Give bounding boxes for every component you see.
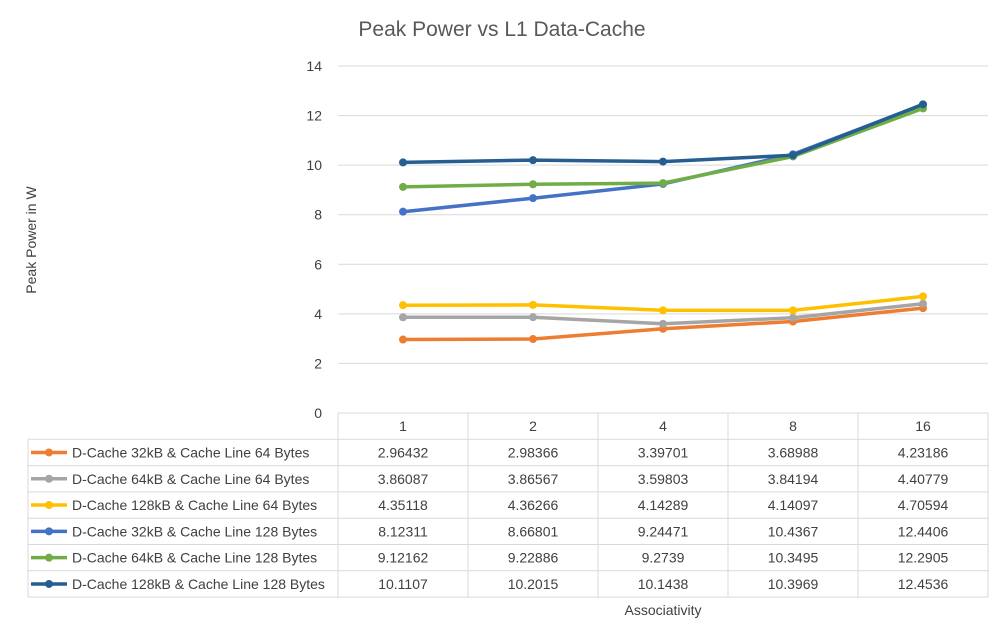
- x-tick-label: 8: [789, 418, 797, 434]
- series-2: [399, 299, 927, 328]
- data-point: [919, 292, 927, 301]
- data-point: [789, 313, 797, 322]
- y-tick-label: 0: [314, 405, 322, 421]
- y-tick-label: 14: [306, 58, 322, 74]
- y-tick-label: 10: [306, 157, 322, 173]
- data-label: 12.4536: [898, 576, 949, 592]
- legend-label: D-Cache 32kB & Cache Line 128 Bytes: [72, 523, 317, 539]
- series-6: [399, 100, 927, 167]
- data-label: 12.4406: [898, 523, 949, 539]
- data-point: [529, 313, 537, 322]
- series-5: [399, 104, 927, 191]
- legend-label: D-Cache 64kB & Cache Line 128 Bytes: [72, 550, 317, 566]
- data-table: 1 2 4 8 16 D-Cache 32kB & Cache Line 64 Bytes…: [27, 412, 989, 598]
- data-point: [919, 100, 927, 109]
- data-point: [529, 335, 537, 344]
- y-tick-label: 8: [314, 207, 322, 223]
- data-label: 10.2015: [508, 576, 559, 592]
- y-tick-label: 4: [314, 306, 322, 322]
- data-label: 2.96432: [378, 444, 429, 460]
- data-point: [399, 313, 407, 322]
- legend-key-marker: [45, 553, 53, 562]
- data-point: [399, 182, 407, 191]
- data-label: 3.59803: [638, 471, 689, 487]
- legend-key-marker: [45, 527, 53, 536]
- chart-title: Peak Power vs L1 Data-Cache: [358, 18, 645, 41]
- legend-label: D-Cache 64kB & Cache Line 64 Bytes: [72, 471, 309, 487]
- data-point: [659, 179, 667, 188]
- x-tick-label: 1: [399, 418, 407, 434]
- data-label: 4.35118: [378, 497, 428, 513]
- x-tick-label: 16: [915, 418, 931, 434]
- data-label: 10.1438: [638, 576, 689, 592]
- x-tick-label: 2: [529, 418, 537, 434]
- data-label: 4.14289: [638, 497, 689, 513]
- legend-key-marker: [45, 579, 53, 588]
- data-point: [659, 319, 667, 328]
- data-point: [789, 151, 797, 160]
- x-axis-title: Associativity: [624, 602, 701, 618]
- data-label: 10.3495: [768, 550, 819, 566]
- data-label: 4.36266: [508, 497, 559, 513]
- data-label: 10.3969: [768, 576, 819, 592]
- data-label: 4.14097: [768, 497, 819, 513]
- data-point: [529, 180, 537, 189]
- data-label: 4.23186: [898, 444, 949, 460]
- data-label: 9.24471: [638, 523, 689, 539]
- data-point: [399, 207, 407, 216]
- data-label: 8.66801: [508, 523, 559, 539]
- y-tick-label: 6: [314, 256, 322, 272]
- data-label: 10.4367: [768, 523, 819, 539]
- data-point: [399, 301, 407, 310]
- data-label: 4.70594: [898, 497, 949, 513]
- legend-key-marker: [45, 448, 53, 457]
- series-line: [401, 102, 925, 165]
- legend-key-marker: [45, 501, 53, 510]
- data-point: [659, 157, 667, 166]
- data-label: 9.22886: [508, 550, 559, 566]
- data-point: [399, 158, 407, 167]
- y-axis-ticks: 0 2 4 6 8 10 12 14: [306, 58, 322, 421]
- data-label: 4.40779: [898, 471, 949, 487]
- data-label: 3.86567: [508, 471, 559, 487]
- data-point: [399, 335, 407, 344]
- legend-label: D-Cache 128kB & Cache Line 64 Bytes: [72, 497, 317, 513]
- data-label: 9.12162: [378, 550, 429, 566]
- series-3: [399, 292, 927, 315]
- plot-area: [399, 100, 927, 344]
- data-label: 9.2739: [642, 550, 685, 566]
- data-point: [919, 299, 927, 308]
- data-point: [789, 306, 797, 315]
- y-axis-title: Peak Power in W: [23, 186, 39, 294]
- data-point: [529, 194, 537, 203]
- data-label: 10.1107: [378, 576, 428, 592]
- series-line: [401, 106, 925, 189]
- data-label: 12.2905: [898, 550, 949, 566]
- data-label: 3.68988: [768, 444, 819, 460]
- y-tick-label: 2: [314, 355, 322, 371]
- data-point: [529, 300, 537, 309]
- data-label: 8.12311: [378, 523, 428, 539]
- data-point: [529, 156, 537, 165]
- data-label: 3.86087: [378, 471, 429, 487]
- legend-label: D-Cache 32kB & Cache Line 64 Bytes: [72, 444, 309, 460]
- data-label: 3.84194: [768, 471, 819, 487]
- legend-label: D-Cache 128kB & Cache Line 128 Bytes: [72, 576, 325, 592]
- data-point: [659, 306, 667, 315]
- legend-key-marker: [45, 474, 53, 483]
- data-label: 3.39701: [638, 444, 689, 460]
- y-tick-label: 12: [306, 108, 322, 124]
- x-tick-label: 4: [659, 418, 667, 434]
- data-label: 2.98366: [508, 444, 559, 460]
